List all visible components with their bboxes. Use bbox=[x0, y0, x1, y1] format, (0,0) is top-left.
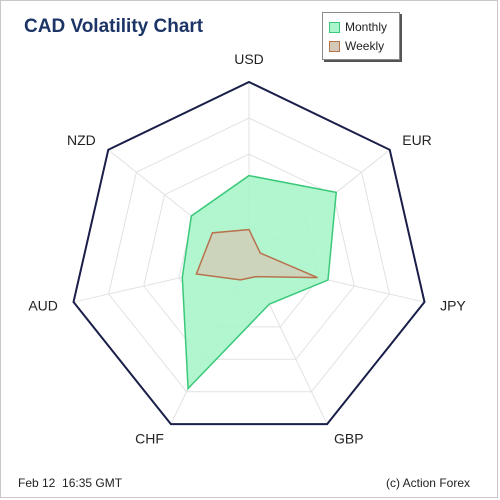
axis-label-eur: EUR bbox=[402, 132, 432, 148]
legend-label-weekly: Weekly bbox=[345, 39, 385, 53]
axis-label-gbp: GBP bbox=[334, 431, 364, 447]
legend: Monthly Weekly bbox=[322, 12, 400, 60]
grid-ring-4 bbox=[108, 117, 390, 393]
chart-title: CAD Volatility Chart bbox=[24, 16, 204, 37]
axis-label-aud: AUD bbox=[28, 298, 58, 314]
outer-boundary bbox=[72, 80, 426, 426]
axis-label-jpy: JPY bbox=[440, 298, 466, 314]
legend-swatch-weekly bbox=[329, 40, 340, 52]
legend-item-weekly: Weekly bbox=[329, 38, 384, 54]
axis-label-usd: USD bbox=[234, 51, 264, 67]
series-monthly bbox=[181, 174, 338, 391]
legend-label-monthly: Monthly bbox=[345, 20, 388, 34]
legend-swatch-monthly bbox=[329, 21, 340, 33]
series-weekly bbox=[195, 228, 318, 281]
legend-item-monthly: Monthly bbox=[329, 19, 387, 35]
timestamp: Feb 12 16:35 GMT bbox=[18, 476, 123, 490]
axis-label-chf: CHF bbox=[135, 431, 164, 447]
grid-ring-3 bbox=[143, 153, 355, 360]
axis-label-nzd: NZD bbox=[67, 132, 96, 148]
credit: (c) Action Forex bbox=[385, 476, 470, 490]
